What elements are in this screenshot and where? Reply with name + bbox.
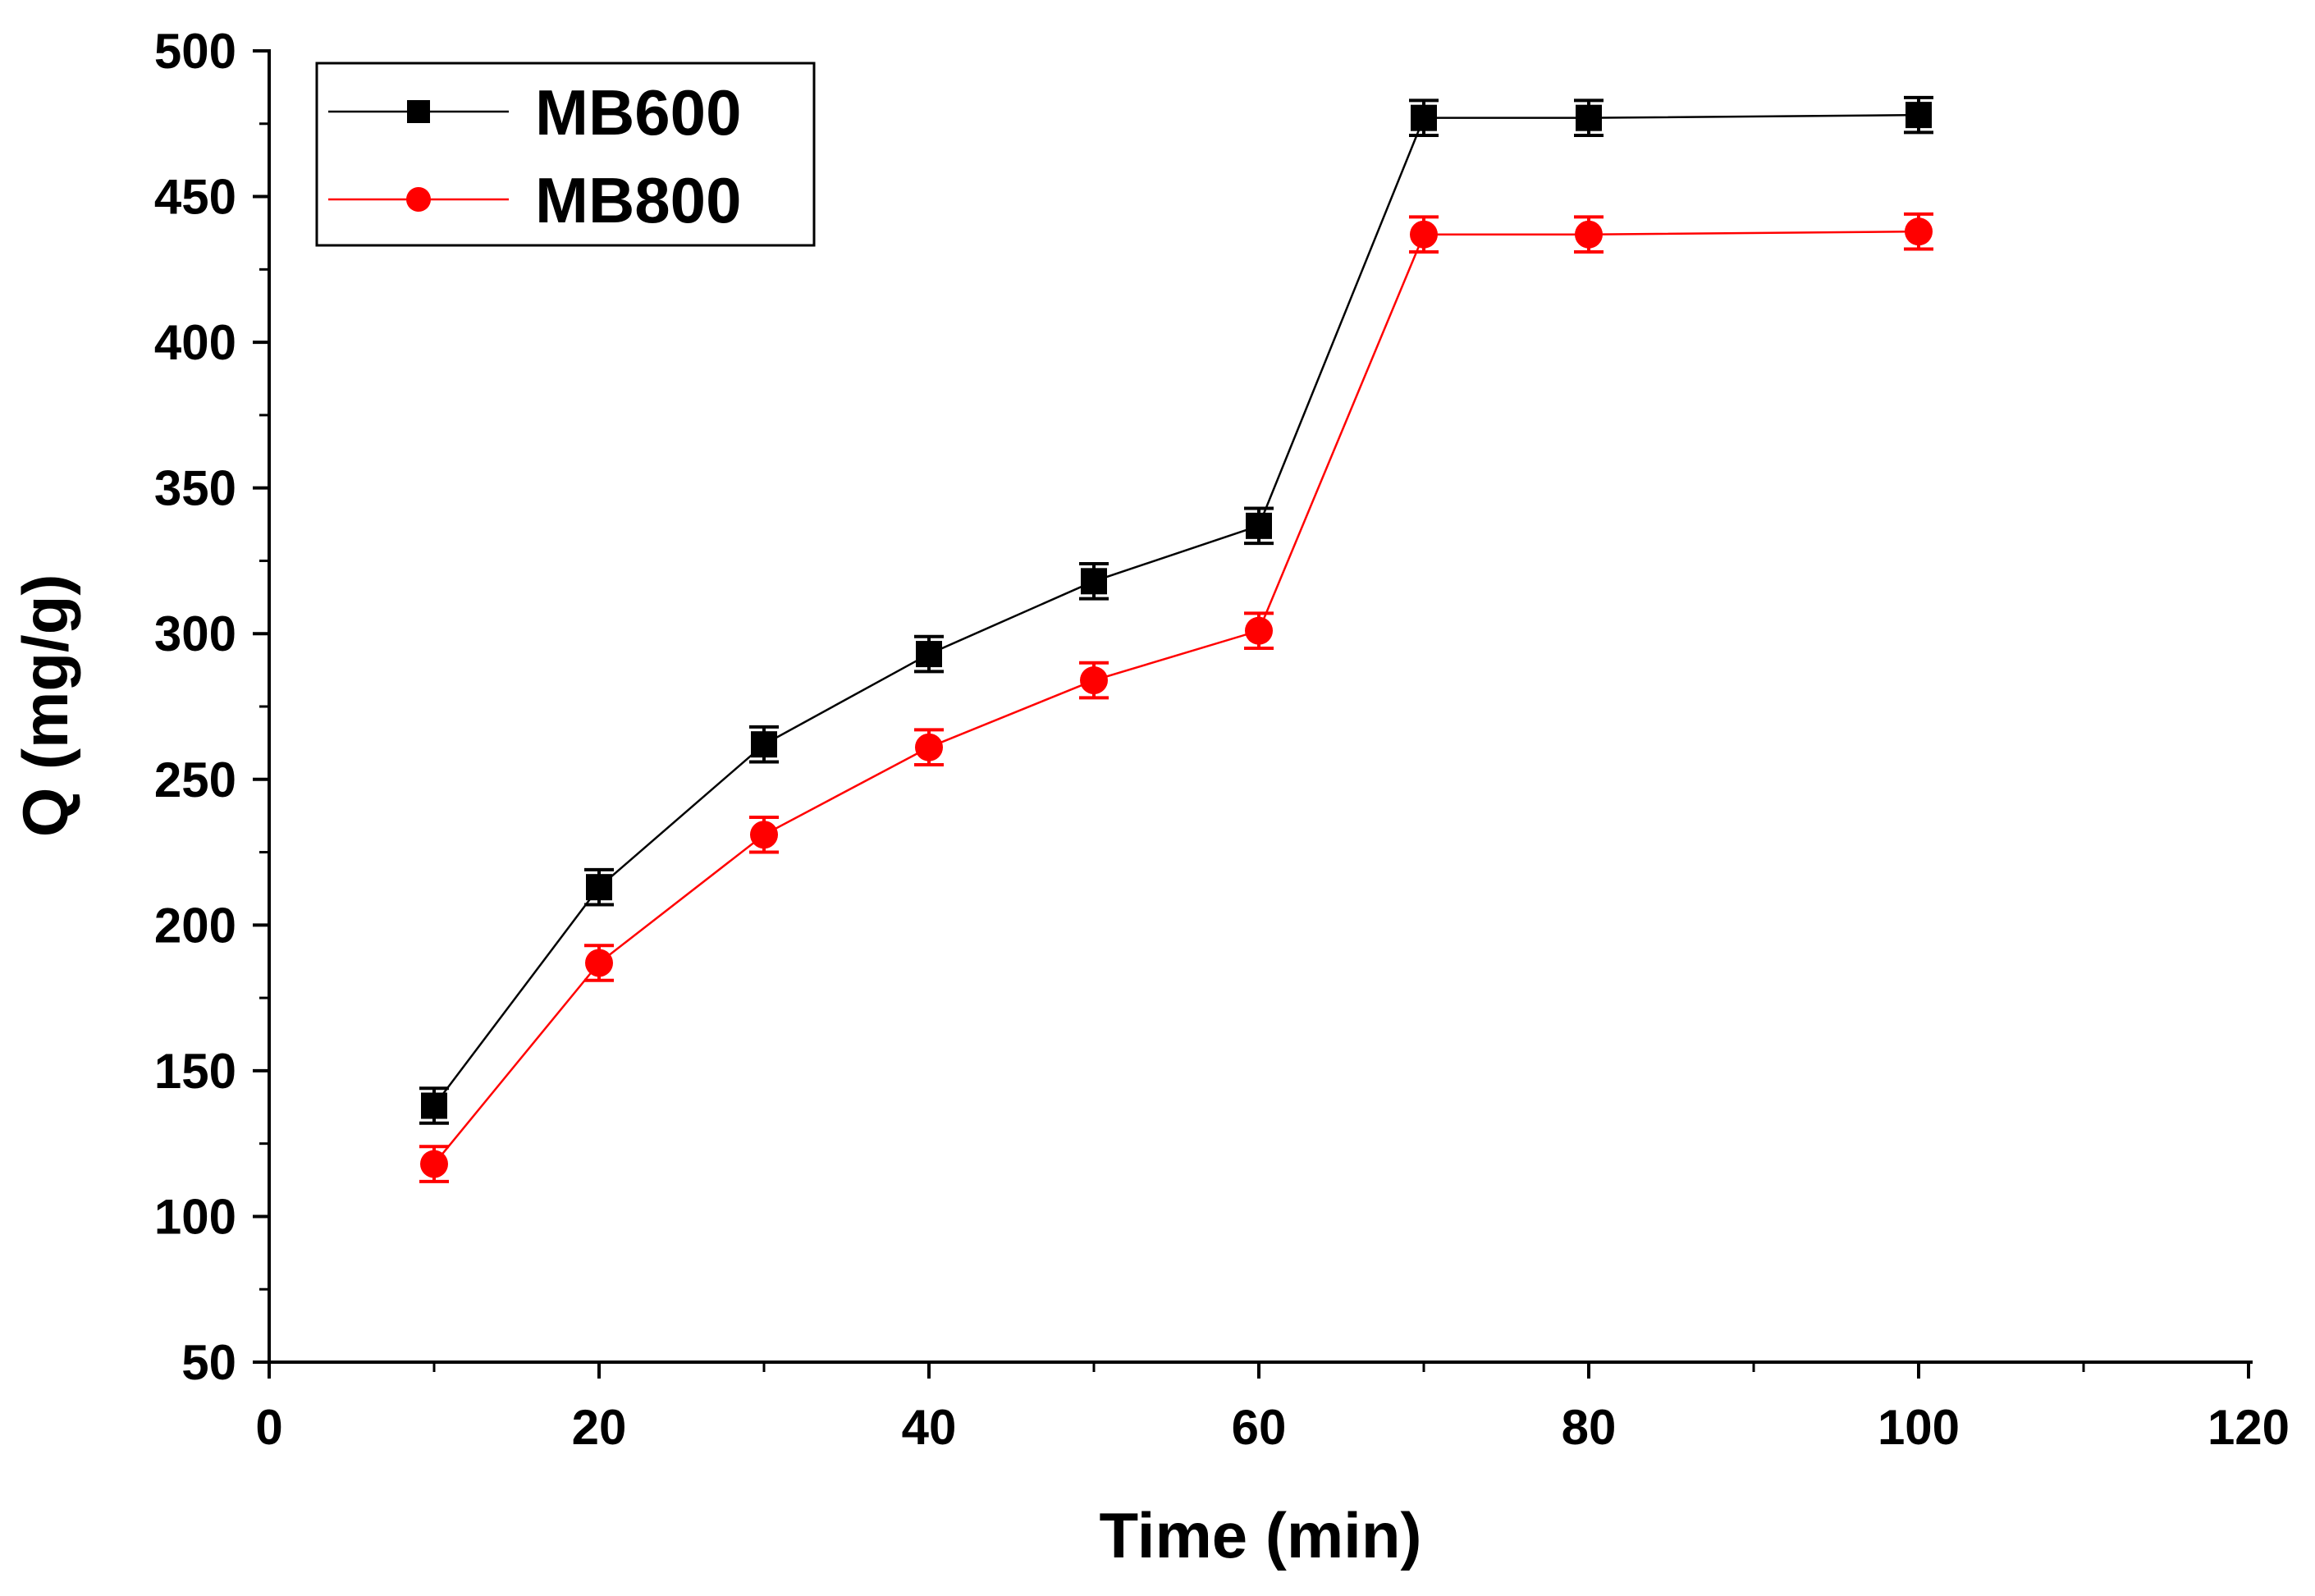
data-point bbox=[1410, 220, 1438, 249]
data-point bbox=[1905, 217, 1933, 246]
y-tick-label: 50 bbox=[181, 1335, 236, 1390]
series-mb600 bbox=[419, 95, 1933, 1125]
x-tick-label: 100 bbox=[1878, 1400, 1960, 1455]
y-tick-label: 450 bbox=[154, 170, 236, 225]
data-point bbox=[1411, 104, 1437, 131]
data-point bbox=[1245, 616, 1273, 645]
data-point bbox=[1575, 220, 1603, 249]
data-point bbox=[586, 874, 612, 901]
data-point bbox=[916, 641, 942, 668]
y-ticks bbox=[253, 49, 269, 1364]
legend-marker-square bbox=[407, 100, 430, 123]
data-point bbox=[1081, 568, 1107, 595]
data-point bbox=[1576, 104, 1602, 131]
data-point bbox=[1906, 102, 1932, 129]
series-layer bbox=[419, 95, 1933, 1183]
legend-box bbox=[315, 62, 816, 247]
data-point bbox=[750, 821, 778, 849]
y-tick-label: 300 bbox=[154, 606, 236, 661]
data-point bbox=[1246, 512, 1272, 539]
series-mb800 bbox=[419, 212, 1933, 1183]
legend-label-mb800: MB800 bbox=[535, 164, 741, 236]
data-point bbox=[751, 731, 777, 758]
x-axis-title: Time (min) bbox=[1100, 1499, 1422, 1571]
y-axis-title: Q (mg/g) bbox=[9, 574, 81, 838]
data-point bbox=[585, 949, 613, 977]
y-tick-label: 150 bbox=[154, 1044, 236, 1099]
y-tick-labels: 50 100 150 200 250 300 350 400 450 500 bbox=[154, 24, 236, 1390]
y-tick-label: 250 bbox=[154, 752, 236, 807]
x-tick-label: 120 bbox=[2207, 1400, 2290, 1455]
data-point bbox=[421, 1092, 447, 1119]
x-tick-label: 80 bbox=[1562, 1400, 1617, 1455]
y-tick-label: 500 bbox=[154, 24, 236, 79]
x-tick-label: 40 bbox=[902, 1400, 957, 1455]
legend: MB600 MB800 bbox=[315, 62, 816, 247]
data-point bbox=[420, 1150, 448, 1178]
data-point bbox=[1080, 666, 1108, 695]
data-point bbox=[915, 733, 943, 761]
x-tick-label: 60 bbox=[1232, 1400, 1287, 1455]
y-tick-label: 200 bbox=[154, 898, 236, 953]
x-tick-label: 20 bbox=[572, 1400, 627, 1455]
legend-label-mb600: MB600 bbox=[535, 76, 741, 149]
legend-marker-circle bbox=[406, 187, 431, 212]
y-tick-label: 100 bbox=[154, 1189, 236, 1244]
x-tick-labels: 0 20 40 60 80 100 120 bbox=[255, 1400, 2290, 1455]
y-tick-label: 400 bbox=[154, 315, 236, 370]
y-tick-label: 350 bbox=[154, 461, 236, 516]
x-ticks bbox=[268, 1362, 2250, 1379]
x-tick-label: 0 bbox=[255, 1400, 282, 1455]
